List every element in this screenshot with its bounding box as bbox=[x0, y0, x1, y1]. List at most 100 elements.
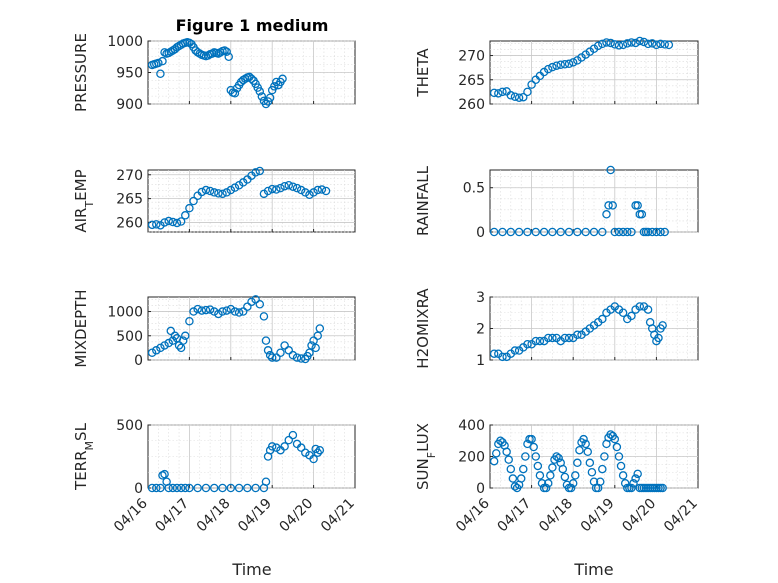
data-point bbox=[506, 464, 516, 474]
data-point bbox=[280, 442, 289, 451]
data-point bbox=[498, 227, 507, 237]
y-tick-label: 0 bbox=[134, 353, 143, 369]
data-point bbox=[581, 227, 590, 237]
data-point bbox=[564, 59, 574, 69]
data-point bbox=[568, 479, 578, 488]
y-tick-label: 1000 bbox=[107, 34, 143, 50]
data-point bbox=[288, 182, 298, 191]
data-point bbox=[510, 92, 520, 101]
data-point bbox=[531, 227, 541, 237]
data-point bbox=[185, 203, 194, 213]
data-point bbox=[595, 477, 605, 486]
data-point bbox=[197, 306, 207, 315]
data-point bbox=[623, 227, 632, 237]
data-point bbox=[508, 474, 518, 483]
data-point bbox=[172, 218, 182, 228]
data-point bbox=[643, 227, 653, 237]
data-point bbox=[238, 307, 248, 316]
data-point bbox=[516, 474, 526, 483]
data-point bbox=[152, 220, 161, 229]
data-point bbox=[560, 333, 570, 343]
data-point bbox=[521, 452, 530, 461]
data-point bbox=[156, 69, 165, 79]
data-point bbox=[606, 38, 615, 48]
subplot-mixdepth: 0 500 1000 MIXDEPTH bbox=[72, 289, 356, 369]
data-point bbox=[193, 304, 202, 314]
data-point bbox=[284, 181, 294, 190]
data-point bbox=[158, 56, 167, 66]
data-point bbox=[315, 445, 325, 455]
data-point bbox=[489, 456, 499, 466]
data-point bbox=[218, 307, 227, 316]
data-point bbox=[218, 483, 227, 493]
data-point bbox=[160, 48, 169, 57]
data-point bbox=[317, 185, 327, 194]
data-point bbox=[610, 40, 620, 49]
data-point bbox=[543, 479, 553, 488]
data-point bbox=[158, 471, 167, 480]
data-point bbox=[251, 483, 260, 493]
data-point bbox=[633, 201, 642, 210]
data-point bbox=[573, 227, 582, 237]
data-point bbox=[201, 483, 211, 493]
y-tick-label: 3 bbox=[476, 290, 485, 306]
data-point bbox=[627, 38, 636, 47]
data-point bbox=[535, 336, 545, 346]
data-point bbox=[313, 185, 322, 195]
data-point bbox=[647, 227, 657, 237]
data-point bbox=[527, 434, 536, 444]
data-point bbox=[660, 227, 669, 237]
data-point bbox=[519, 464, 528, 474]
y-axis-label: RAINFALL bbox=[414, 165, 432, 236]
data-point bbox=[261, 477, 271, 486]
data-point bbox=[491, 449, 501, 458]
data-point bbox=[255, 300, 265, 309]
data-point bbox=[292, 183, 302, 193]
data-point bbox=[658, 483, 667, 493]
data-point bbox=[209, 307, 219, 316]
data-point bbox=[174, 341, 184, 350]
data-point bbox=[263, 186, 273, 196]
data-point bbox=[616, 461, 626, 471]
data-point bbox=[656, 227, 665, 237]
data-point bbox=[156, 343, 165, 353]
data-point bbox=[514, 93, 524, 102]
data-point bbox=[280, 181, 289, 191]
data-point bbox=[301, 448, 310, 457]
data-point bbox=[267, 353, 277, 362]
data-point bbox=[610, 227, 620, 237]
data-point bbox=[552, 61, 561, 70]
data-point bbox=[629, 479, 638, 488]
data-point bbox=[296, 443, 306, 452]
data-point bbox=[546, 471, 555, 480]
data-point bbox=[207, 49, 217, 58]
data-point bbox=[176, 217, 186, 226]
data-point bbox=[602, 210, 611, 219]
y-tick-label: 270 bbox=[458, 49, 485, 65]
data-point bbox=[541, 483, 551, 493]
data-point bbox=[218, 189, 227, 199]
data-point bbox=[267, 184, 277, 194]
data-point bbox=[548, 463, 557, 472]
data-point bbox=[571, 471, 580, 480]
data-point bbox=[652, 40, 661, 50]
data-point bbox=[635, 36, 645, 46]
data-point bbox=[606, 165, 615, 175]
subplot-air-temp: 260 265 270 AIRTEMP bbox=[72, 166, 356, 233]
data-point bbox=[197, 187, 207, 197]
data-point bbox=[230, 307, 240, 316]
data-point bbox=[251, 168, 260, 177]
data-point bbox=[209, 483, 219, 493]
data-point bbox=[627, 227, 636, 237]
data-point bbox=[614, 452, 624, 461]
y-axis-label: THETA bbox=[414, 48, 432, 98]
data-point bbox=[531, 336, 541, 346]
data-point bbox=[564, 227, 574, 237]
data-point bbox=[631, 474, 640, 483]
data-point bbox=[627, 483, 636, 493]
data-point bbox=[548, 62, 557, 72]
data-point bbox=[278, 74, 287, 84]
data-point bbox=[543, 333, 553, 343]
data-point bbox=[185, 316, 194, 326]
